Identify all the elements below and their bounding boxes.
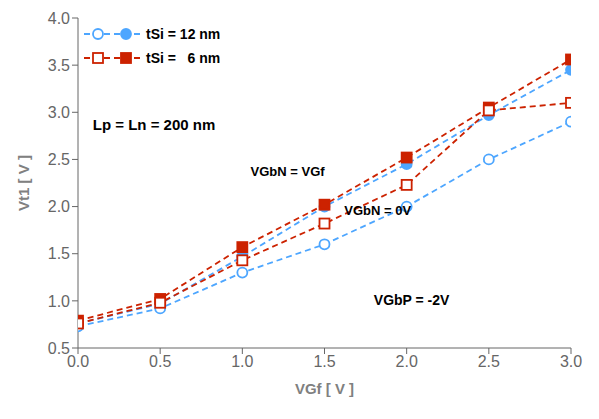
svg-text:1.5: 1.5 [313,353,335,370]
svg-text:4.0: 4.0 [48,10,70,27]
html-text:tSi = 6 nm: tSi = 6 nm [146,50,221,66]
svg-text:1.0: 1.0 [48,293,70,310]
svg-text:2.5: 2.5 [48,151,70,168]
svg-text:1.5: 1.5 [48,245,70,262]
svg-text:1.0: 1.0 [231,353,253,370]
svg-text:3.5: 3.5 [48,57,70,74]
html-text:Lp = Ln = 200 nm: Lp = Ln = 200 nm [92,116,216,133]
svg-text:2.5: 2.5 [478,353,500,370]
svg-text:3.0: 3.0 [48,104,70,121]
svg-text:VGf [ V ]: VGf [ V ] [295,380,354,397]
svg-text:Vt1 [ V ]: Vt1 [ V ] [15,155,32,211]
html-text:VGbN = 0V: VGbN = 0V [344,203,411,219]
svg-text:2.0: 2.0 [48,198,70,215]
html-text:tSi = 12 nm: tSi = 12 nm [146,26,221,42]
svg-text:0.0: 0.0 [67,353,89,370]
svg-text:0.5: 0.5 [48,340,70,357]
html-text:VGbP = -2V: VGbP = -2V [373,292,450,308]
svg-text:0.5: 0.5 [149,353,171,370]
svg-text:2.0: 2.0 [396,353,418,370]
svg-text:3.0: 3.0 [560,353,582,370]
html-text:VGbN = VGf: VGbN = VGf [250,163,325,179]
